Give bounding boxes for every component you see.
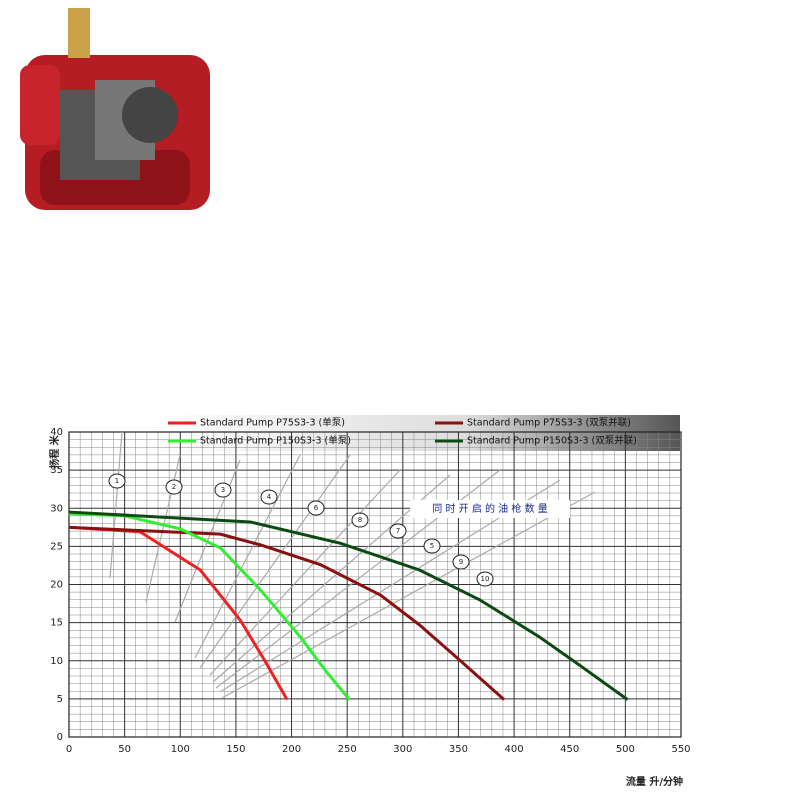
pump-image [20,8,210,210]
legend: Standard Pump P75S3-3 (单泵) Standard Pump … [168,417,637,447]
dispenser-label: 3 [221,486,225,494]
x-tick-label: 250 [338,744,357,755]
dispenser-label: 7 [396,527,400,535]
dispenser-label: 2 [172,483,176,491]
x-tick-label: 450 [560,744,579,755]
guide-line [199,454,351,669]
label-circle [351,512,369,528]
dispenser-label: 5 [430,542,434,550]
label-circle [214,482,232,498]
x-tick-label: 400 [505,744,524,755]
x-tick-label: 300 [393,744,412,755]
guide-line [209,469,401,676]
dispenser-label: 8 [358,516,362,524]
dispenser-label: 9 [459,558,463,566]
guide-line [109,431,123,579]
y-axis-label: 扬程 米 [48,434,61,468]
label-circle [476,571,494,587]
label-circle [108,473,126,489]
legend-label: Standard Pump P75S3-3 (双泵并联) [467,417,631,429]
series-line [68,525,506,701]
y-tick-label: 35 [50,465,63,476]
x-axis-label: 流量 升/分钟 [626,775,683,788]
y-tick-label: 40 [50,427,63,438]
dispenser-label: 6 [314,504,319,512]
label-circle [452,554,470,570]
x-tick-label: 350 [449,744,468,755]
y-tick-label: 5 [57,694,63,705]
dispenser-label: 1 [115,477,119,485]
series-line [68,510,629,701]
y-tick-label: 25 [50,541,63,552]
x-tick-label: 200 [282,744,301,755]
y-tick-label: 30 [50,503,63,514]
annotation: 同 时 开 启 的 油 枪 数 量 [432,502,547,515]
y-tick-label: 10 [50,656,63,667]
label-circle [423,538,441,554]
x-tick-label: 0 [66,744,72,755]
label-circle [260,489,278,505]
legend-label: Standard Pump P75S3-3 (单泵) [200,417,345,429]
x-tick-label: 500 [616,744,635,755]
x-tick-label: 150 [226,744,245,755]
label-circle [389,523,407,539]
y-tick-label: 0 [57,732,63,743]
y-tick-label: 20 [50,580,63,591]
guide-line [194,454,301,659]
x-tick-label: 50 [118,744,131,755]
annotation-bg [410,500,570,518]
legend-label: Standard Pump P150S3-3 (双泵并联) [467,435,637,447]
y-tick-label: 15 [50,618,63,629]
dispenser-label: 4 [267,493,272,501]
plot-border [68,431,682,738]
series-line [68,512,351,701]
dispenser-label: 10 [481,575,490,583]
x-tick-label: 550 [671,744,690,755]
guide-line [221,491,596,699]
guide-line [145,454,181,603]
x-tick-label: 100 [171,744,190,755]
label-circle [165,479,183,495]
label-circle [307,500,325,516]
legend-label: Standard Pump P150S3-3 (单泵) [200,435,351,447]
